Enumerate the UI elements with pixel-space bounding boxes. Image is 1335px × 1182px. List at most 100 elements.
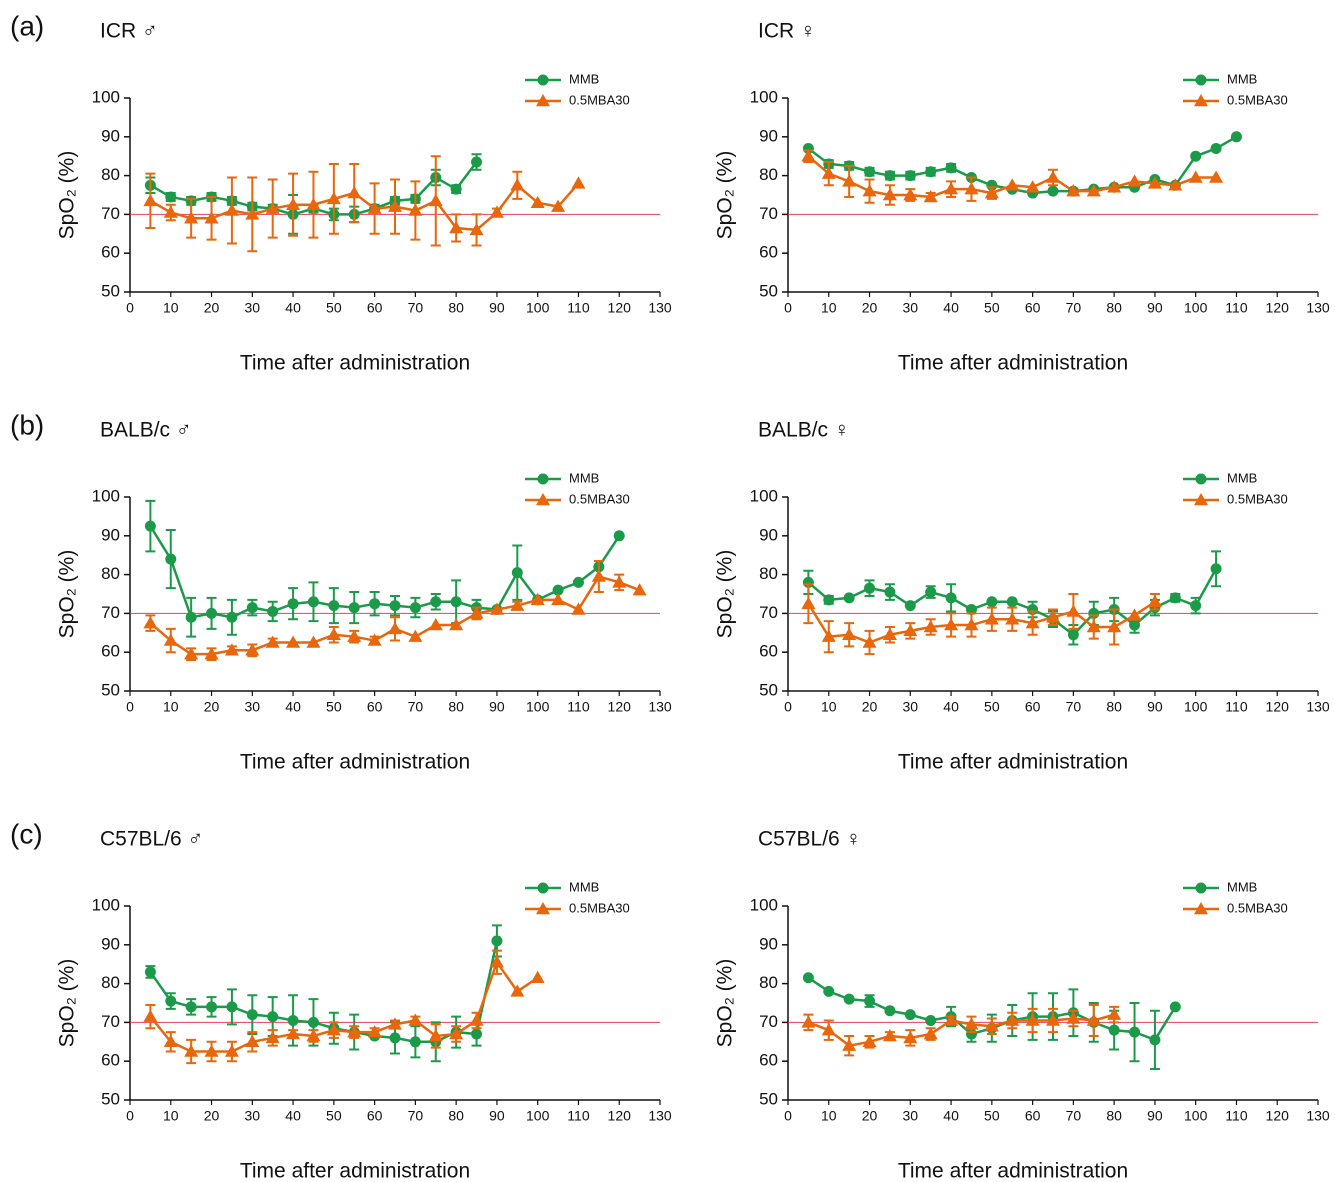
x-tick-label: 30	[903, 1108, 919, 1124]
x-tick-label: 70	[1066, 300, 1082, 316]
marker-triangle	[286, 1027, 301, 1040]
x-tick-label: 100	[1184, 1108, 1208, 1124]
y-tick-label: 50	[759, 281, 778, 300]
legend-label: 0.5MBA30	[1227, 491, 1288, 506]
marker-triangle	[1194, 493, 1208, 506]
y-tick-label: 60	[101, 1051, 120, 1070]
marker-circle	[409, 602, 421, 614]
marker-circle	[1006, 596, 1018, 608]
marker-circle	[552, 584, 564, 596]
y-tick-label: 70	[759, 603, 778, 622]
marker-circle	[613, 530, 625, 542]
marker-triangle	[347, 629, 362, 642]
x-tick-label: 40	[285, 300, 301, 316]
marker-circle	[884, 1005, 896, 1017]
x-tick-label: 90	[1147, 699, 1163, 715]
chart-title: C57BL/6 ♂	[100, 828, 203, 851]
marker-circle	[511, 567, 523, 579]
x-tick-label: 50	[984, 1108, 1000, 1124]
marker-triangle	[571, 602, 586, 615]
marker-triangle	[551, 199, 566, 212]
y-tick-label: 90	[101, 525, 120, 544]
x-tick-label: 130	[1306, 1108, 1330, 1124]
marker-triangle	[326, 191, 341, 205]
marker-triangle	[428, 193, 443, 207]
y-tick-label: 50	[759, 1089, 778, 1108]
x-tick-label: 30	[245, 699, 261, 715]
marker-circle	[925, 1014, 937, 1026]
marker-triangle	[469, 606, 484, 619]
x-axis-label: Time after administration	[898, 1160, 1128, 1182]
marker-triangle	[551, 592, 566, 606]
x-tick-label: 80	[1106, 699, 1122, 715]
marker-triangle	[1127, 608, 1142, 621]
y-tick-label: 100	[750, 486, 778, 505]
marker-circle	[450, 596, 462, 608]
marker-triangle	[306, 1028, 321, 1042]
marker-triangle	[449, 220, 464, 234]
marker-triangle	[489, 602, 504, 615]
marker-triangle	[882, 627, 897, 640]
x-tick-label: 80	[448, 300, 464, 316]
y-tick-label: 80	[759, 165, 778, 184]
marker-triangle	[408, 203, 423, 216]
x-tick-label: 130	[1306, 699, 1330, 715]
marker-triangle	[1025, 616, 1040, 629]
y-tick-label: 60	[101, 642, 120, 661]
series-line	[807, 135, 1238, 195]
marker-triangle	[1086, 619, 1101, 633]
marker-triangle	[1086, 184, 1101, 197]
series-line	[149, 182, 580, 232]
panel-label: (a)	[10, 10, 44, 41]
x-tick-label: 20	[204, 300, 220, 316]
marker-triangle	[842, 1038, 857, 1051]
y-tick-label: 90	[101, 934, 120, 953]
marker-triangle	[964, 618, 979, 631]
marker-triangle	[530, 195, 545, 209]
marker-triangle	[984, 1019, 999, 1032]
marker-triangle	[428, 618, 443, 631]
marker-triangle	[184, 1044, 199, 1057]
x-tick-label: 50	[984, 300, 1000, 316]
y-tick-label: 100	[92, 486, 120, 505]
x-tick-label: 110	[567, 699, 590, 715]
marker-circle	[1210, 563, 1222, 575]
marker-triangle	[143, 193, 158, 207]
chart-title: ICR ♂	[100, 20, 158, 43]
x-tick-label: 10	[163, 1108, 179, 1124]
marker-triangle	[1046, 610, 1060, 623]
legend-label: MMB	[1227, 71, 1257, 86]
marker-circle	[904, 600, 916, 612]
y-tick-label: 80	[759, 564, 778, 583]
y-axis-label: SpO₂ (%)	[56, 151, 79, 240]
chart-title: BALB/c ♀	[758, 419, 850, 442]
marker-triangle	[1188, 170, 1203, 183]
marker-triangle	[1066, 1011, 1081, 1024]
chart-title: C57BL/6 ♀	[758, 828, 861, 851]
marker-triangle	[536, 902, 550, 915]
marker-triangle	[449, 618, 464, 631]
marker-triangle	[801, 596, 816, 609]
x-tick-label: 120	[608, 300, 632, 316]
marker-triangle	[536, 94, 550, 107]
marker-triangle	[224, 643, 239, 656]
marker-triangle	[326, 627, 341, 640]
legend-label: MMB	[1227, 470, 1257, 485]
x-tick-label: 120	[1266, 300, 1290, 316]
marker-circle	[144, 966, 156, 978]
marker-triangle	[923, 1027, 938, 1040]
marker-circle	[1129, 619, 1141, 631]
marker-circle	[1195, 473, 1207, 485]
marker-circle	[348, 602, 360, 614]
marker-circle	[226, 611, 238, 623]
marker-triangle	[163, 633, 178, 646]
marker-triangle	[1046, 1013, 1060, 1026]
marker-triangle	[903, 188, 918, 201]
marker-triangle	[591, 569, 606, 582]
marker-circle	[369, 598, 381, 610]
marker-triangle	[367, 201, 382, 214]
y-axis-label: SpO₂ (%)	[56, 550, 79, 639]
x-axis-label: Time after administration	[240, 352, 470, 375]
marker-circle	[267, 1011, 279, 1023]
